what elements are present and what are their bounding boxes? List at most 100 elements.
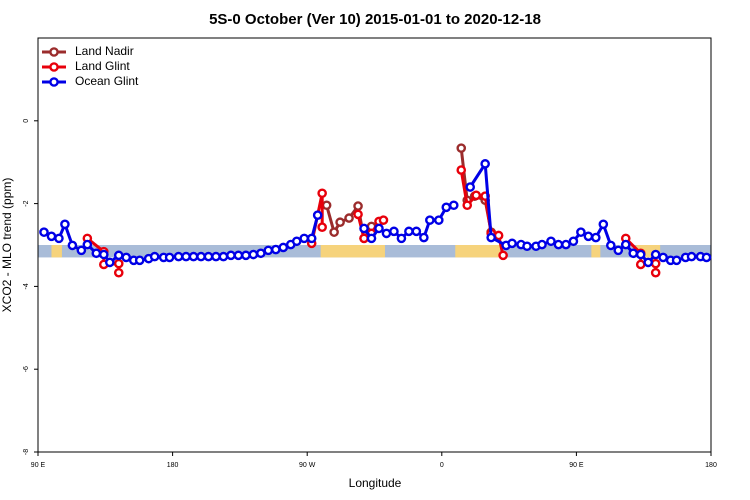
data-point — [359, 223, 369, 234]
data-point — [671, 255, 682, 266]
data-point — [181, 251, 191, 262]
data-point — [317, 222, 327, 232]
data-point — [353, 201, 363, 211]
data-point — [82, 239, 93, 250]
data-point — [248, 249, 259, 260]
data-point — [441, 202, 452, 213]
data-point — [605, 240, 616, 251]
data-point — [701, 252, 712, 263]
data-point — [263, 245, 274, 256]
data-point — [434, 215, 444, 225]
legend-label: Ocean Glint — [75, 74, 139, 88]
data-point — [203, 251, 214, 262]
y-tick-label: -6 — [23, 366, 30, 372]
data-point — [149, 251, 160, 262]
data-point — [76, 245, 87, 256]
data-point — [591, 232, 601, 243]
x-tick-label: 90 E — [569, 462, 584, 469]
legend-marker — [49, 77, 59, 87]
data-point — [299, 233, 310, 244]
land-band — [51, 245, 62, 258]
x-axis-label: Longitude — [349, 476, 402, 490]
data-point — [486, 232, 496, 243]
data-point — [620, 239, 631, 250]
data-point — [404, 226, 414, 237]
data-point — [91, 248, 102, 259]
data-point — [650, 258, 661, 269]
x-tick-label: 90 E — [31, 462, 46, 469]
data-point — [113, 250, 124, 261]
data-point — [67, 240, 78, 251]
data-point — [173, 251, 184, 262]
data-point — [493, 230, 504, 241]
data-point — [628, 248, 639, 259]
data-point — [335, 217, 345, 228]
data-point — [465, 182, 476, 192]
plot-frame — [37, 37, 712, 453]
data-point — [99, 249, 109, 260]
data-point — [643, 257, 653, 268]
data-point — [211, 251, 221, 262]
data-point — [164, 252, 175, 263]
y-tick-label: -8 — [23, 449, 30, 455]
data-point — [113, 258, 124, 269]
data-point — [196, 251, 206, 262]
data-point — [306, 233, 317, 244]
data-point — [650, 249, 661, 260]
legend-marker — [49, 47, 59, 57]
data-point — [561, 239, 571, 250]
data-point — [121, 252, 132, 263]
data-point — [583, 231, 594, 242]
data-point — [635, 249, 646, 260]
data-point — [456, 143, 467, 153]
data-point — [46, 231, 57, 242]
data-point — [378, 215, 389, 225]
data-point — [389, 226, 399, 237]
data-point — [113, 267, 124, 278]
data-point — [344, 213, 354, 223]
data-point — [39, 227, 49, 237]
data-point — [270, 244, 281, 255]
data-point — [498, 250, 508, 261]
data-point — [317, 188, 327, 199]
data-point — [218, 251, 229, 262]
data-point — [568, 236, 579, 247]
data-point — [462, 200, 473, 211]
data-point — [448, 200, 459, 211]
data-point — [456, 165, 467, 175]
data-point — [60, 219, 70, 230]
data-point — [321, 200, 332, 211]
legend-marker — [49, 62, 59, 72]
data-point — [374, 223, 384, 234]
y-axis-label: XCO2 - MLO trend (ppm) — [0, 178, 14, 313]
data-point — [650, 267, 661, 278]
data-point — [576, 227, 586, 237]
data-point — [635, 259, 646, 270]
data-point — [522, 241, 532, 252]
data-point — [278, 242, 289, 253]
data-point — [233, 250, 244, 261]
data-point — [241, 250, 251, 261]
data-point — [411, 226, 422, 237]
x-tick-label: 180 — [167, 462, 179, 469]
land-band — [455, 245, 501, 258]
data-point — [353, 209, 363, 220]
data-point — [396, 233, 407, 244]
data-point — [366, 233, 377, 244]
x-tick-label: 90 W — [299, 462, 316, 469]
data-point — [188, 251, 199, 262]
data-point — [54, 233, 64, 244]
data-point — [425, 215, 435, 225]
y-tick-label: 0 — [23, 119, 30, 123]
data-point — [359, 233, 369, 244]
x-tick-label: 0 — [440, 462, 444, 469]
data-point — [480, 159, 490, 169]
data-point — [471, 190, 481, 201]
legend-label: Land Glint — [75, 59, 130, 73]
x-tick-label: 180 — [705, 462, 717, 469]
y-tick-label: -2 — [23, 200, 30, 206]
data-point — [553, 239, 564, 250]
data-point — [658, 252, 668, 263]
